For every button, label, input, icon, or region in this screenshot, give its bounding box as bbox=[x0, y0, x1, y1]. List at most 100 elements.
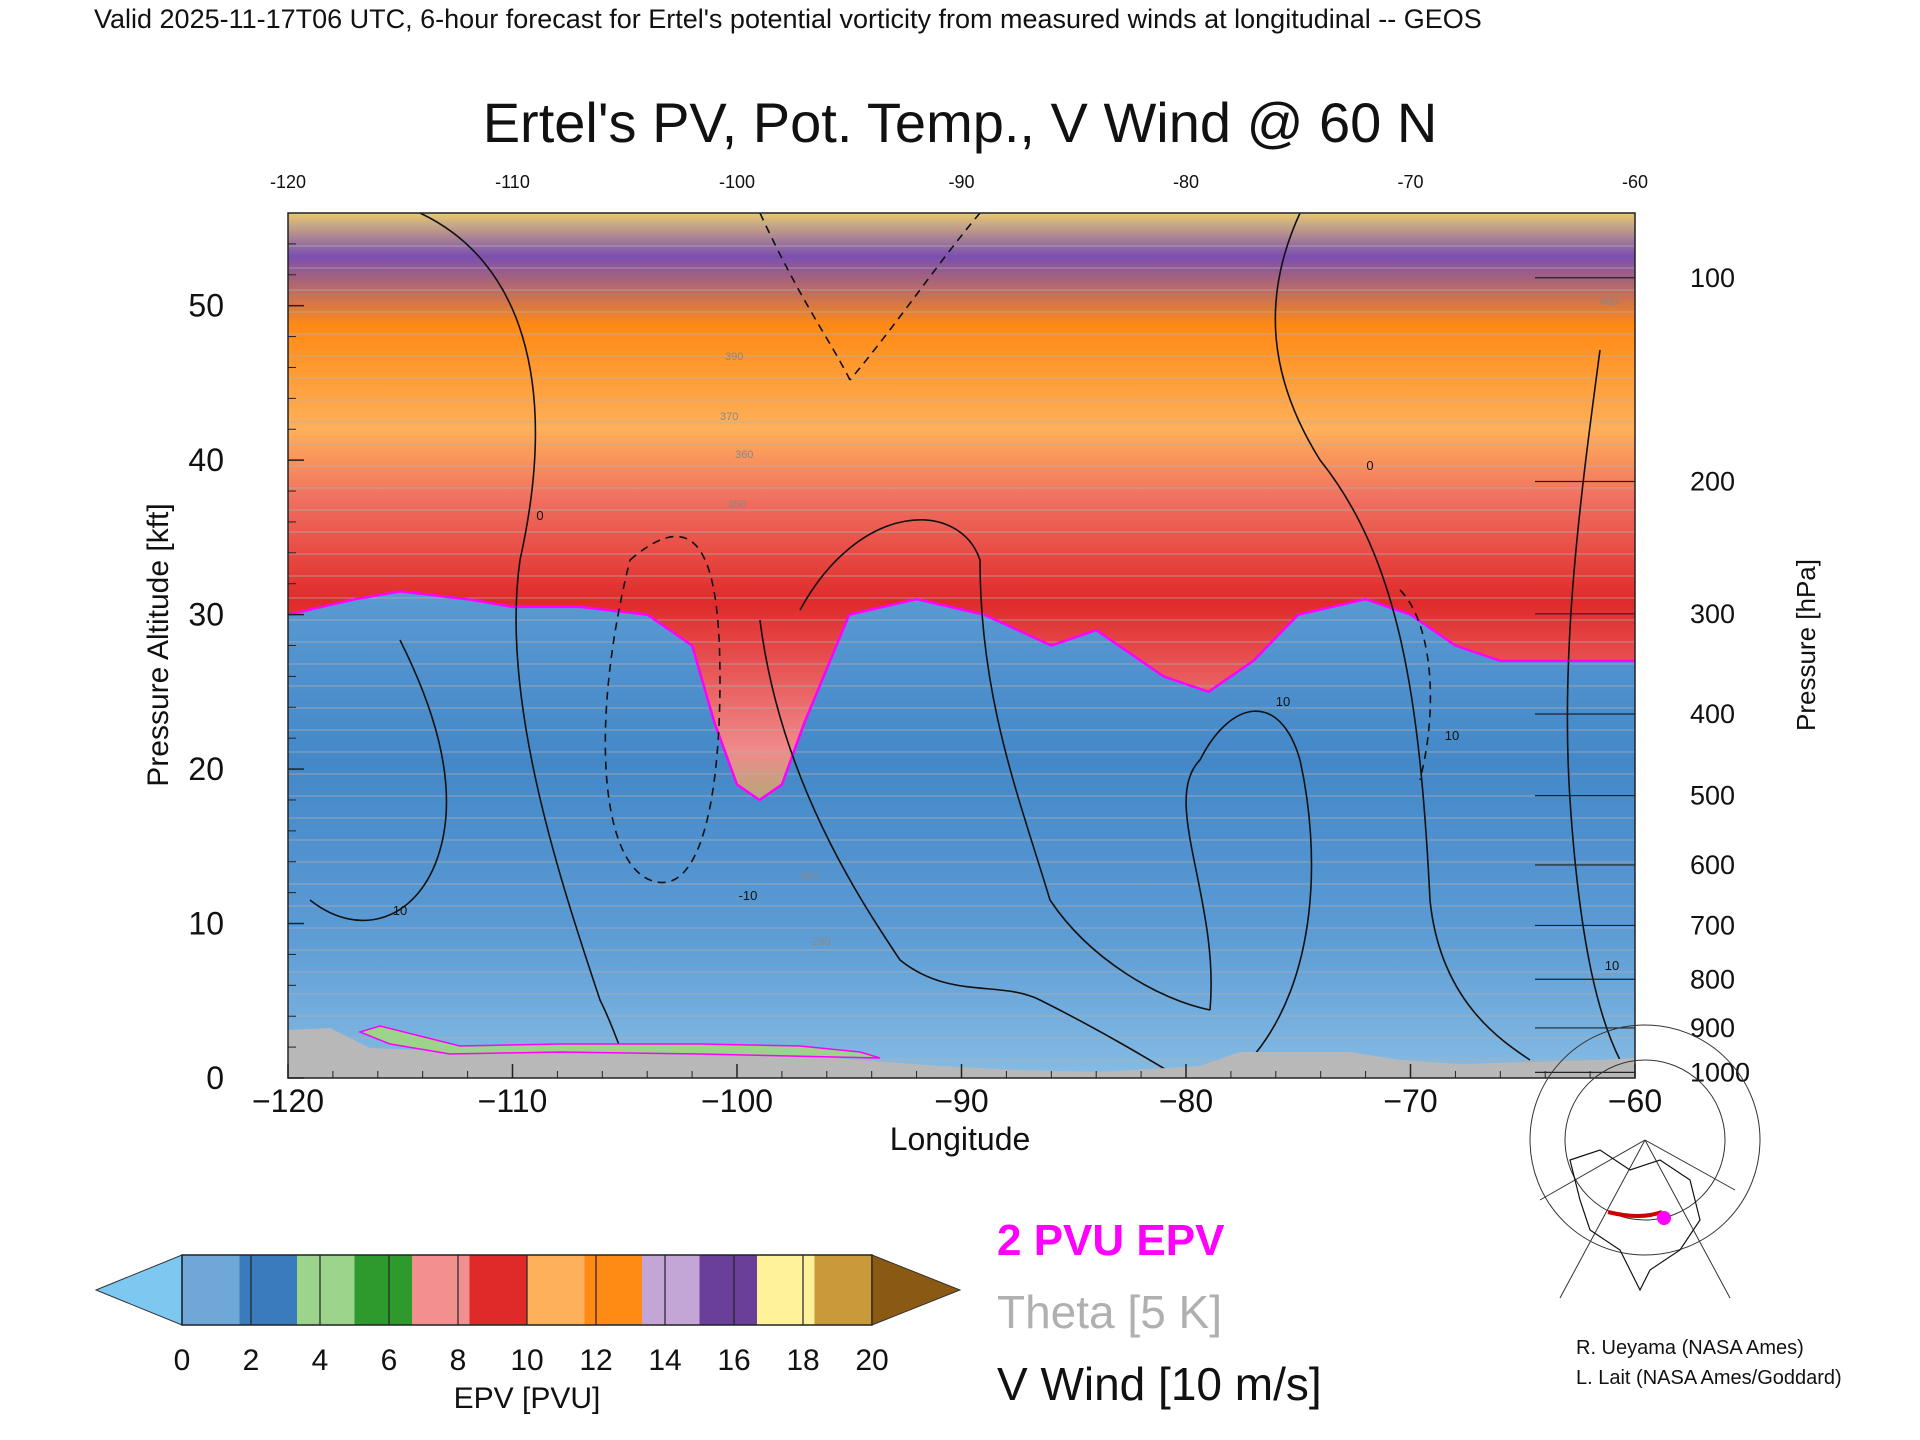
two-pvu-contour bbox=[288, 590, 1635, 802]
v-wind-contours: 0 0 10 10 10 -10 10 bbox=[309, 213, 1621, 1078]
colorbar-cell bbox=[757, 1255, 815, 1325]
colorbar-tick-label: 16 bbox=[717, 1344, 750, 1377]
theta-label: 400 bbox=[1600, 296, 1618, 308]
theta-label: 290 bbox=[812, 936, 830, 948]
theta-label: 370 bbox=[720, 411, 738, 423]
colorbar-tick-label: 12 bbox=[579, 1344, 612, 1377]
colorbar-cell bbox=[239, 1255, 298, 1325]
legend-vwind: V Wind [10 m/s] bbox=[997, 1358, 1322, 1410]
colorbar-tick-label: 6 bbox=[381, 1344, 398, 1377]
wind-contour-3 bbox=[759, 619, 1181, 1078]
pressure-tick-label: 700 bbox=[1690, 910, 1735, 940]
terrain-mask bbox=[288, 1028, 1635, 1078]
pressure-tick-label: 100 bbox=[1690, 263, 1735, 293]
colorbar: 0 2 4 6 8 10 12 14 16 18 20 EPV [PVU] bbox=[94, 1254, 962, 1415]
colorbar-cell bbox=[469, 1255, 528, 1325]
x-top-tick-label: -100 bbox=[719, 172, 755, 192]
x-top-tick-label: -60 bbox=[1622, 172, 1648, 192]
credit-line-2: L. Lait (NASA Ames/Goddard) bbox=[1576, 1367, 1842, 1389]
wind-contour-label: -10 bbox=[739, 888, 758, 903]
x-axis-top: -120 -110 -100 -90 -80 -70 -60 bbox=[270, 172, 1648, 192]
colorbar-cell bbox=[412, 1255, 470, 1325]
y-axis-label: Pressure Altitude [kft] bbox=[142, 503, 175, 786]
legend-2pvu: 2 PVU EPV bbox=[997, 1216, 1225, 1265]
colorbar-cell bbox=[642, 1255, 700, 1325]
credit-line-1: R. Ueyama (NASA Ames) bbox=[1576, 1337, 1804, 1359]
plot-area: 0 0 10 10 10 -10 10 bbox=[288, 213, 1635, 1078]
wind-contour-dashed-4 bbox=[1399, 589, 1432, 781]
x-top-tick-label: -120 bbox=[270, 172, 306, 192]
colorbar-tick-label: 20 bbox=[855, 1344, 888, 1377]
x-tick-label: −60 bbox=[1608, 1083, 1662, 1119]
colorbar-cells bbox=[181, 1254, 873, 1326]
colorbar-cell bbox=[354, 1255, 413, 1325]
x-axis: −120 −110 −100 −90 −80 −70 −60 bbox=[252, 1064, 1662, 1119]
x-top-tick-label: -80 bbox=[1173, 172, 1199, 192]
colorbar-tick-label: 4 bbox=[312, 1344, 329, 1377]
pressure-tick-label: 900 bbox=[1690, 1013, 1735, 1043]
colorbar-tick-label: 2 bbox=[243, 1344, 260, 1377]
y2-axis-label: Pressure [hPa] bbox=[1791, 559, 1821, 731]
y-tick-label: 50 bbox=[188, 288, 224, 324]
legend: 2 PVU EPV Theta [5 K] V Wind [10 m/s] bbox=[997, 1216, 1322, 1410]
colorbar-cell bbox=[699, 1255, 758, 1325]
wind-contour-dashed-3 bbox=[849, 213, 981, 381]
theta-label: 300 bbox=[800, 871, 818, 883]
x-tick-label: −110 bbox=[478, 1083, 548, 1119]
theta-label: 390 bbox=[725, 351, 743, 363]
wind-contour-label: 0 bbox=[536, 508, 543, 523]
colorbar-cell bbox=[584, 1255, 643, 1325]
x-tick-label: −90 bbox=[934, 1083, 988, 1119]
colorbar-tick-label: 8 bbox=[450, 1344, 467, 1377]
colorbar-over-arrow bbox=[871, 1254, 962, 1326]
wind-contour-7 bbox=[1566, 349, 1621, 1061]
wind-contour-label: 10 bbox=[1276, 694, 1290, 709]
y-tick-label: 40 bbox=[188, 442, 224, 478]
colorbar-label: EPV [PVU] bbox=[454, 1382, 601, 1415]
theta-label: 350 bbox=[728, 499, 746, 511]
y-tick-label: 30 bbox=[188, 597, 224, 633]
x-axis-label: Longitude bbox=[890, 1121, 1031, 1157]
y-tick-label: 20 bbox=[188, 751, 224, 787]
pressure-tick-label: 300 bbox=[1690, 599, 1735, 629]
pressure-tick-label: 200 bbox=[1690, 467, 1735, 497]
inset-map bbox=[1529, 1024, 1761, 1299]
x-top-tick-label: -90 bbox=[948, 172, 974, 192]
y-tick-label: 10 bbox=[188, 906, 224, 942]
pressure-tick-label: 400 bbox=[1690, 699, 1735, 729]
theta-labels: 390 400 370 360 350 300 290 bbox=[720, 296, 1618, 948]
surface-pv-band bbox=[357, 1025, 881, 1059]
wind-contour-dashed-2 bbox=[759, 213, 851, 381]
wind-contour-label: 10 bbox=[1605, 958, 1619, 973]
y-axis-left: 0 10 20 30 40 50 bbox=[188, 212, 304, 1096]
colorbar-cell bbox=[297, 1255, 355, 1325]
legend-theta: Theta [5 K] bbox=[997, 1286, 1222, 1338]
colorbar-tick-label: 14 bbox=[648, 1344, 681, 1377]
y-tick-label: 0 bbox=[206, 1060, 224, 1096]
wind-contour-label: 0 bbox=[1366, 458, 1373, 473]
x-tick-label: −80 bbox=[1159, 1083, 1213, 1119]
wind-contour-6 bbox=[309, 639, 448, 922]
pressure-tick-label: 800 bbox=[1690, 964, 1735, 994]
pressure-tick-label: 1000 bbox=[1690, 1057, 1750, 1087]
x-tick-label: −120 bbox=[252, 1083, 324, 1119]
colorbar-ticks: 0 2 4 6 8 10 12 14 16 18 20 bbox=[174, 1255, 889, 1377]
inset-section-line bbox=[1607, 1210, 1663, 1218]
theta-isentropes bbox=[288, 213, 1635, 1078]
colorbar-cell bbox=[527, 1255, 585, 1325]
x-top-tick-label: -70 bbox=[1397, 172, 1423, 192]
chart-title: Ertel's PV, Pot. Temp., V Wind @ 60 N bbox=[483, 91, 1438, 154]
inset-marker bbox=[1657, 1211, 1671, 1225]
valid-time-header: Valid 2025-11-17T06 UTC, 6-hour forecast… bbox=[94, 4, 1482, 34]
inset-coastline bbox=[1569, 1149, 1701, 1292]
colorbar-cell bbox=[182, 1255, 240, 1325]
colorbar-tick-label: 18 bbox=[786, 1344, 819, 1377]
wind-contour-1 bbox=[419, 213, 641, 1078]
wind-contour-2 bbox=[1274, 213, 1531, 1061]
wind-contour-4 bbox=[799, 519, 1211, 1011]
colorbar-under-arrow bbox=[94, 1254, 183, 1326]
colorbar-tick-label: 0 bbox=[174, 1344, 191, 1377]
colorbar-tick-label: 10 bbox=[510, 1344, 543, 1377]
wind-contour-dashed-1 bbox=[604, 535, 721, 884]
